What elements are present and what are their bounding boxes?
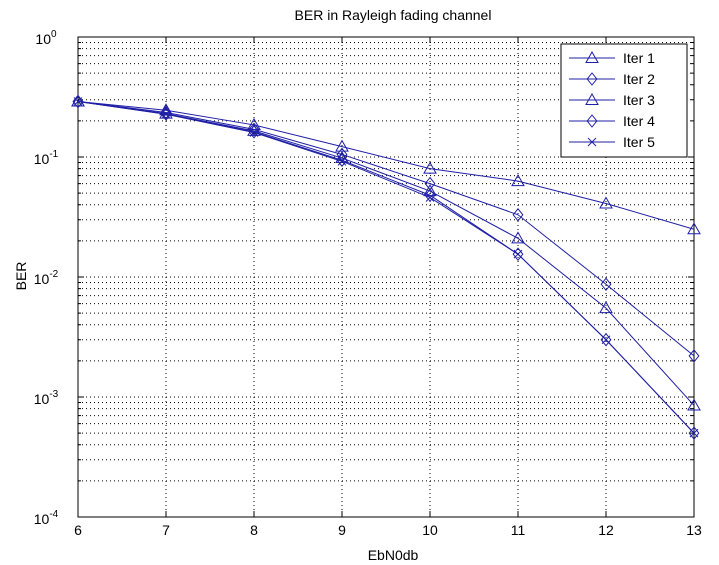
x-tick-label: 10 (422, 522, 438, 538)
series-1 (71, 94, 701, 235)
legend-entry: Iter 4 (569, 113, 655, 129)
x-tick-label: 11 (511, 522, 526, 538)
data-point (337, 156, 347, 166)
data-point (425, 193, 435, 202)
x-tick-label: 8 (250, 522, 258, 538)
legend-label: Iter 3 (623, 92, 655, 108)
data-point (513, 249, 523, 259)
series-line (77, 101, 695, 357)
data-point (423, 161, 437, 174)
series-5 (73, 97, 699, 438)
legend-marker (586, 114, 598, 128)
series-line (77, 101, 695, 406)
data-point (511, 174, 525, 187)
data-point (161, 109, 171, 119)
x-marker-stroke (161, 109, 171, 119)
x-tick-label: 12 (598, 522, 614, 538)
grid-lines (78, 37, 694, 517)
data-point (424, 188, 436, 203)
data-point (73, 97, 83, 106)
x-tick-label: 7 (162, 522, 170, 538)
x-marker-stroke (425, 193, 435, 202)
data-point (688, 426, 700, 440)
legend-marker (586, 72, 598, 86)
x-marker-stroke (689, 428, 699, 438)
x-marker-stroke (601, 335, 611, 345)
x-axis-title: EbN0db (368, 547, 419, 563)
data-point (71, 94, 85, 107)
legend-entry: Iter 3 (569, 92, 655, 108)
legend-label: Iter 5 (623, 134, 655, 150)
legend-label: Iter 2 (623, 71, 655, 87)
y-tick-label: 10-3 (34, 389, 59, 407)
series-line (77, 101, 695, 230)
data-point (600, 277, 612, 292)
legend-entry: Iter 5 (569, 134, 655, 150)
legend-marker (585, 92, 599, 105)
legend-label: Iter 4 (623, 113, 655, 129)
series-line (77, 101, 695, 434)
legend-entry: Iter 2 (569, 71, 655, 87)
data-point (689, 428, 699, 438)
data-point (511, 231, 525, 244)
data-point (72, 94, 84, 109)
data-point (160, 107, 172, 121)
data-point (687, 398, 701, 411)
data-point (687, 222, 701, 235)
legend-entry: Iter 1 (569, 50, 655, 66)
legend-marker (585, 50, 599, 63)
y-axis-title: BER (13, 262, 29, 291)
y-tick-label: 10-2 (34, 269, 59, 287)
data-point (599, 301, 613, 314)
data-point (600, 332, 612, 347)
legend-label: Iter 1 (623, 50, 655, 66)
data-point (599, 196, 613, 209)
axis-ticks: 6 7 8 9 10 11 12 13 100 10-1 10-2 10-3 10-4 (34, 29, 702, 538)
legend-marker (587, 137, 597, 147)
data-point (512, 207, 524, 222)
series-group (71, 94, 701, 440)
chart-title: BER in Rayleigh fading channel (295, 7, 492, 23)
data-point (601, 335, 611, 345)
y-tick-label: 100 (35, 29, 57, 47)
x-marker-stroke (249, 128, 259, 137)
x-marker-stroke (587, 137, 597, 147)
x-marker-stroke (513, 249, 523, 259)
x-tick-label: 6 (74, 522, 82, 538)
data-point (159, 106, 173, 119)
x-marker-stroke (73, 97, 83, 106)
legend: Iter 1 Iter 2 Iter 3 Iter 4 Iter 5 (560, 43, 688, 158)
x-tick-label: 13 (686, 522, 702, 538)
data-point (249, 128, 259, 137)
data-point (688, 349, 700, 363)
y-tick-label: 10-4 (34, 509, 59, 527)
x-marker-stroke (337, 156, 347, 166)
y-tick-label: 10-1 (34, 149, 59, 167)
x-tick-label: 9 (338, 522, 346, 538)
